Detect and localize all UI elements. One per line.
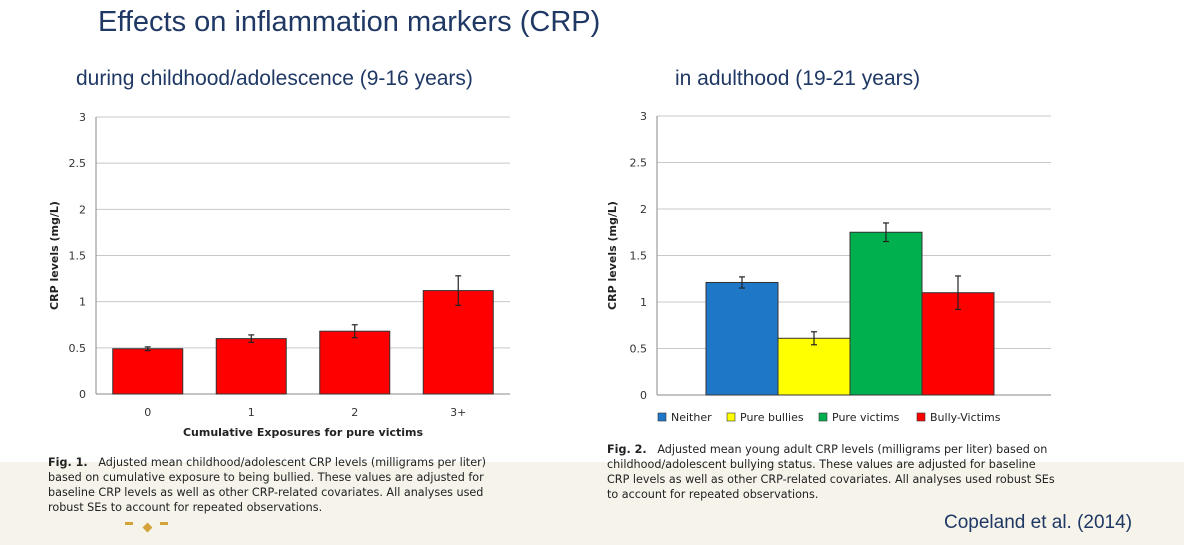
chart-childhood: 0 0.5 1 1.5 2 2.5 3 CRP levels (mg/L) 0 1 2 3+ Cumul… (48, 111, 510, 439)
legend-label: Bully-Victims (930, 411, 1001, 424)
y-axis-title: CRP levels (mg/L) (606, 201, 619, 310)
bar (849, 231, 923, 396)
legend-swatch (726, 412, 736, 422)
bar (319, 330, 391, 395)
subtitle-childhood: during childhood/adolescence (9-16 years… (76, 67, 473, 90)
bar (422, 290, 494, 395)
x-axis-title: Cumulative Exposures for pure victims (183, 426, 424, 439)
y-tick-label: 3 (640, 110, 647, 123)
y-tick-label: 0.5 (630, 343, 648, 356)
y-tick-label: 1 (79, 296, 86, 309)
y-tick-label: 1.5 (69, 250, 87, 263)
y-tick-label: 1.5 (630, 250, 648, 263)
slide-title: Effects on inflammation markers (CRP) (98, 6, 601, 38)
y-tick-label: 1 (640, 296, 647, 309)
x-tick-label: 2 (351, 406, 358, 419)
legend-swatch (818, 412, 828, 422)
legend-label: Neither (671, 411, 712, 424)
legend-label: Pure victims (832, 411, 900, 424)
legend-swatch (916, 412, 926, 422)
y-tick-label: 2.5 (630, 157, 648, 170)
bar (112, 348, 184, 395)
legend-label: Pure bullies (740, 411, 804, 424)
figure-2-label: Fig. 2. (607, 443, 647, 456)
subtitle-adulthood: in adulthood (19-21 years) (675, 67, 921, 90)
figure-2-caption: Fig. 2. Adjusted mean young adult CRP le… (607, 442, 1057, 502)
chart-adulthood: 0 0.5 1 1.5 2 2.5 3 CRP levels (mg/L) Neither Pur… (606, 110, 1051, 424)
y-tick-label: 0 (79, 388, 86, 401)
y-tick-label: 2.5 (69, 157, 87, 170)
x-tick-label: 3+ (450, 406, 466, 419)
decoration-dash-right (160, 522, 168, 525)
y-tick-label: 2 (79, 203, 86, 216)
bar (777, 337, 851, 396)
figure-2-text: Adjusted mean young adult CRP levels (mi… (607, 443, 1055, 501)
x-tick-label: 0 (144, 406, 151, 419)
bottom-band (0, 462, 1184, 545)
bar (705, 281, 779, 396)
y-tick-label: 3 (79, 111, 86, 124)
y-tick-label: 0 (640, 389, 647, 402)
y-axis-title: CRP levels (mg/L) (48, 201, 61, 310)
bar (215, 338, 287, 395)
legend-swatch (657, 412, 667, 422)
figure-1-text: Adjusted mean childhood/adolescent CRP l… (48, 456, 487, 514)
x-tick-label: 1 (248, 406, 255, 419)
figure-1-caption: Fig. 1. Adjusted mean childhood/adolesce… (48, 455, 518, 515)
citation: Copeland et al. (2014) (944, 512, 1133, 533)
decoration-dash-left (125, 522, 133, 525)
y-tick-label: 0.5 (69, 342, 87, 355)
figure-1-label: Fig. 1. (48, 456, 88, 469)
y-tick-label: 2 (640, 203, 647, 216)
